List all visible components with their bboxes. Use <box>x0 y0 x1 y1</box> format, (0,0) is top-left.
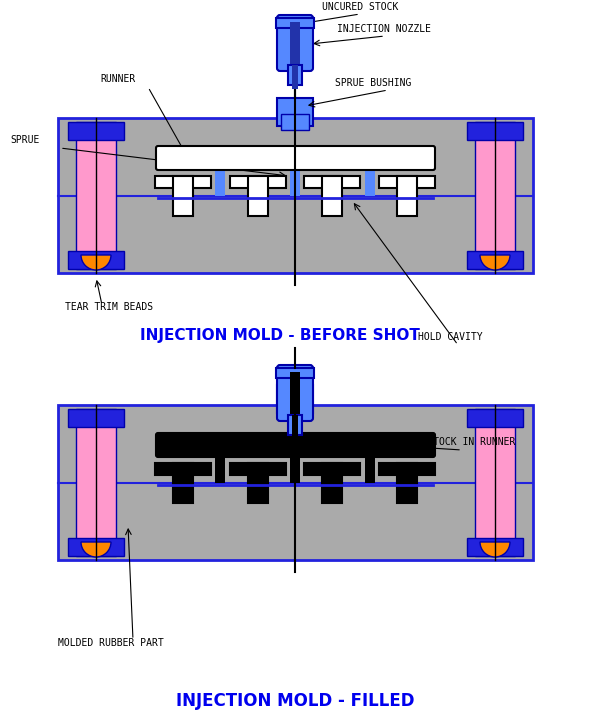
Bar <box>288 415 302 435</box>
FancyBboxPatch shape <box>277 15 313 71</box>
Bar <box>230 176 286 187</box>
Bar <box>304 462 360 474</box>
Bar <box>467 122 523 140</box>
Text: TEAR TRIM BEADS: TEAR TRIM BEADS <box>65 302 153 312</box>
Text: INJECTION NOZZLE: INJECTION NOZZLE <box>337 24 431 34</box>
Bar <box>292 415 298 439</box>
FancyBboxPatch shape <box>277 365 313 421</box>
Bar <box>467 538 523 556</box>
Bar <box>290 372 300 418</box>
Wedge shape <box>81 542 111 557</box>
Bar <box>397 176 417 215</box>
FancyBboxPatch shape <box>156 433 435 457</box>
Text: SPRUE: SPRUE <box>10 135 40 145</box>
FancyBboxPatch shape <box>156 146 435 170</box>
Bar <box>281 401 309 417</box>
Bar <box>379 462 435 474</box>
Bar <box>277 98 313 126</box>
Bar <box>467 409 523 427</box>
Bar <box>68 251 124 269</box>
Text: INJECTION MOLD - BEFORE SHOT: INJECTION MOLD - BEFORE SHOT <box>140 328 420 343</box>
Bar <box>76 409 116 556</box>
Bar <box>365 455 375 482</box>
Wedge shape <box>81 255 111 270</box>
Bar <box>68 122 124 140</box>
Bar <box>58 118 533 273</box>
Bar <box>475 409 515 556</box>
Text: MOLDED RUBBER PART: MOLDED RUBBER PART <box>58 638 164 648</box>
Bar <box>397 462 417 503</box>
Bar <box>155 462 211 474</box>
Bar <box>68 538 124 556</box>
Bar <box>290 168 300 196</box>
Bar <box>292 65 298 89</box>
Text: UNCURED STOCK: UNCURED STOCK <box>322 2 398 12</box>
Bar <box>475 122 515 269</box>
Bar <box>467 251 523 269</box>
Bar <box>277 385 313 413</box>
Bar <box>155 176 211 187</box>
Bar <box>365 168 375 196</box>
Bar <box>215 168 225 196</box>
Bar <box>276 18 314 28</box>
Wedge shape <box>480 255 510 270</box>
Text: SPRUE BUSHING: SPRUE BUSHING <box>335 78 412 88</box>
Bar <box>290 455 300 482</box>
Bar <box>322 462 342 503</box>
Bar <box>230 462 286 474</box>
Bar <box>288 65 302 85</box>
Bar <box>276 368 314 378</box>
Bar <box>215 455 225 482</box>
Bar <box>281 114 309 130</box>
Text: HOLD CAVITY: HOLD CAVITY <box>418 332 482 342</box>
Bar <box>248 176 268 215</box>
Wedge shape <box>480 542 510 557</box>
Text: INJECTION MOLD - FILLED: INJECTION MOLD - FILLED <box>176 692 414 710</box>
Text: RUNNER: RUNNER <box>100 74 135 84</box>
Bar <box>379 176 435 187</box>
Bar <box>68 409 124 427</box>
Bar <box>304 176 360 187</box>
Bar <box>248 462 268 503</box>
Bar <box>290 22 300 68</box>
Bar <box>173 176 193 215</box>
Bar <box>173 462 193 503</box>
Bar <box>58 405 533 560</box>
Text: CURED STOCK IN RUNNER: CURED STOCK IN RUNNER <box>392 437 515 447</box>
Bar <box>322 176 342 215</box>
Bar <box>76 122 116 269</box>
